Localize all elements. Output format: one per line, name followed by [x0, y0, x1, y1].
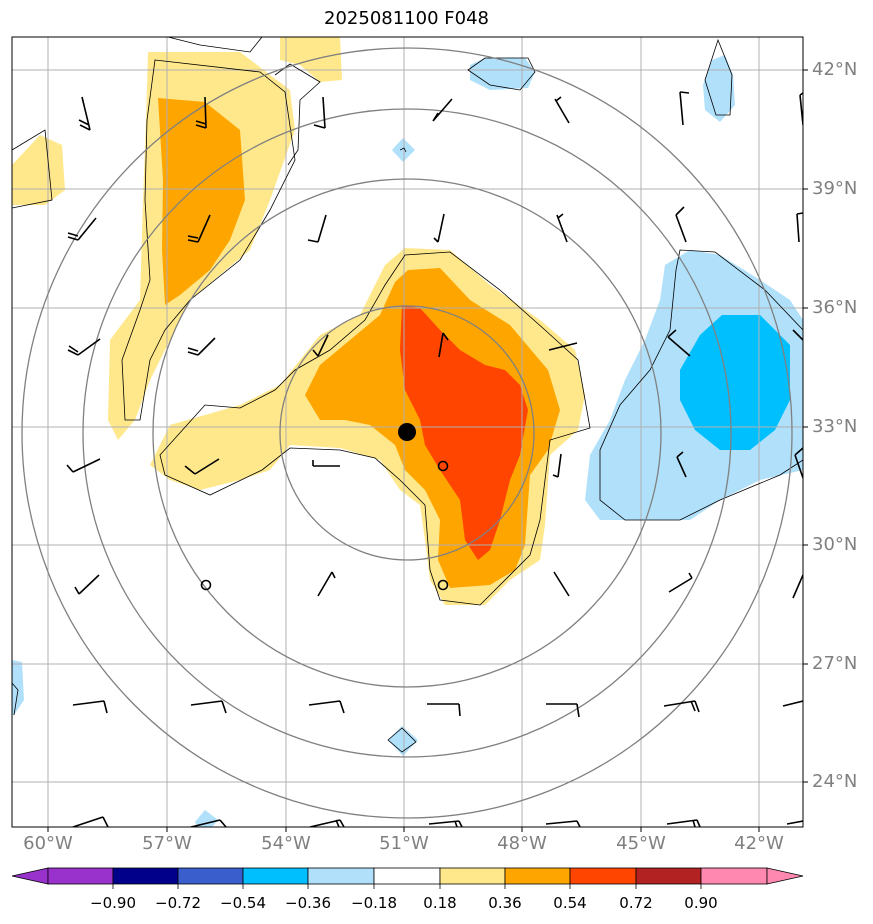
range-rings: [21, 47, 793, 819]
negative-anomaly-deep-blue: [680, 315, 790, 450]
positive-anomaly-red-orange: [400, 305, 528, 560]
axis-ticks: [47, 69, 808, 832]
colorbar-tick-label: −0.90: [90, 894, 136, 912]
lat-label: 39°N: [812, 178, 858, 199]
lat-label: 27°N: [812, 653, 858, 674]
negative-anomaly-light-blue: [12, 660, 24, 715]
map-plot-area: [12, 37, 803, 827]
colorbar-tick-label: −0.72: [155, 894, 201, 912]
lat-label: 24°N: [812, 771, 858, 792]
colorbar-tick-label: 0.18: [423, 894, 457, 912]
negative-anomaly-light-blue: [703, 55, 735, 122]
lat-label: 36°N: [812, 297, 858, 318]
lat-label: 33°N: [812, 416, 858, 437]
lon-label: 60°W: [23, 833, 73, 854]
colorbar-tick-label: 0.36: [488, 894, 522, 912]
contour-outlines: [12, 37, 803, 753]
lon-label: 42°W: [734, 833, 784, 854]
lon-label: 51°W: [379, 833, 429, 854]
lon-label: 48°W: [497, 833, 547, 854]
positive-anomaly-light-yellow: [12, 135, 65, 205]
colorbar-tick-label: 0.54: [553, 894, 587, 912]
colorbar-tick-label: −0.36: [285, 894, 331, 912]
lon-label: 57°W: [142, 833, 192, 854]
lat-label: 30°N: [812, 534, 858, 555]
lon-label: 54°W: [261, 833, 311, 854]
lon-label: 45°W: [616, 833, 666, 854]
colorbar-extend-high: [766, 867, 804, 885]
colorbar-tick-label: −0.18: [351, 894, 397, 912]
storm-center-dot: [398, 423, 416, 441]
map-title: 2025081100 F048: [324, 8, 489, 29]
colorbar-tick-label: 0.72: [619, 894, 653, 912]
lat-label: 42°N: [812, 59, 858, 80]
colorbar-extend-low: [11, 867, 49, 885]
negative-anomaly-light-blue: [470, 58, 535, 90]
lat-lon-grid: [12, 37, 803, 827]
positive-anomaly-orange: [158, 98, 245, 305]
colorbar-tick-label: −0.54: [220, 894, 266, 912]
map-frame: [11, 36, 804, 828]
negative-anomaly-light-blue: [195, 810, 218, 827]
wind-barbs: [66, 91, 803, 827]
colorbar: [11, 867, 804, 889]
colorbar-tick-label: 0.90: [684, 894, 718, 912]
